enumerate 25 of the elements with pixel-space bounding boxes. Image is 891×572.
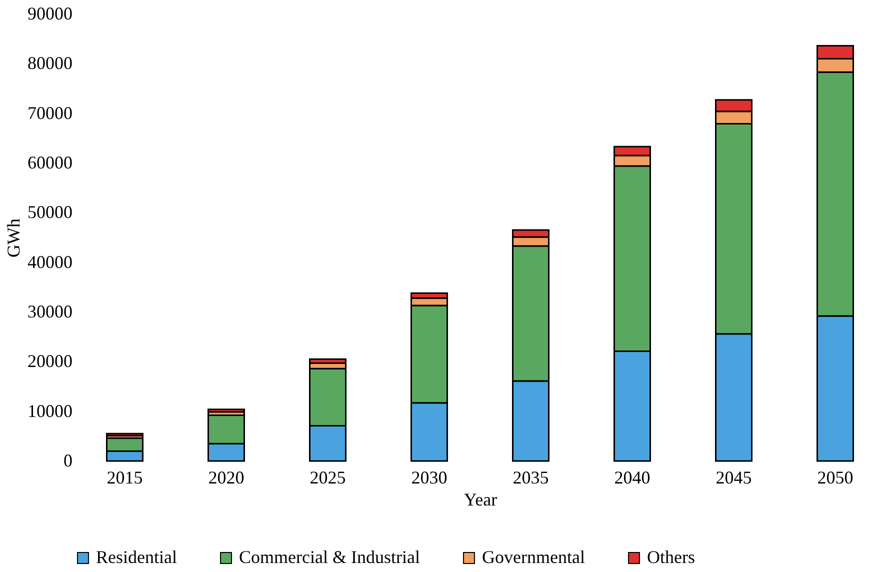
x-tick-label: 2050 [817,468,854,488]
legend-label: Governmental [482,547,585,567]
y-tick-label: 70000 [28,102,72,123]
y-tick-label: 0 [64,450,72,470]
legend-label: Others [647,547,695,567]
y-tick-label: 10000 [28,400,72,421]
x-tick-label: 2020 [208,468,244,488]
legend-label: Residential [96,547,177,567]
x-tick-label: 2025 [310,468,346,488]
legend-label: Commercial & Industrial [239,547,420,567]
y-tick-label: 60000 [28,152,72,172]
y-tick-label: 80000 [28,53,72,74]
y-tick-label: 50000 [28,202,72,222]
y-tick-label: 90000 [28,4,72,24]
x-tick-label: 2035 [512,468,549,488]
x-tick-label: 2045 [716,468,752,488]
y-tick-label: 20000 [28,351,72,372]
x-tick-label: 2015 [106,468,143,488]
y-axis-title: GWh [4,218,24,258]
x-tick-label: 2040 [614,468,650,488]
y-tick-label: 30000 [28,302,72,322]
y-tick-label: 40000 [28,252,72,272]
x-axis-title: Year [464,490,498,510]
x-tick-label: 2030 [411,468,448,488]
bar [208,408,245,413]
